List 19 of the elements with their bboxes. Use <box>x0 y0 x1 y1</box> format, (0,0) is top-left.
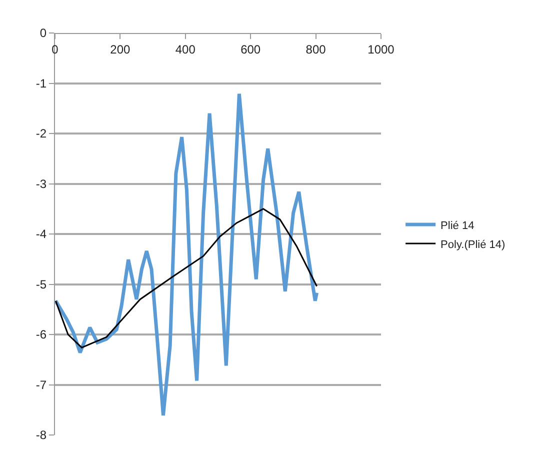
y-tick-label: -7 <box>36 378 47 392</box>
y-tick-label: -2 <box>36 126 47 141</box>
legend-label: Poly.(Plié 14) <box>440 238 506 251</box>
x-tick-label: 1000 <box>368 42 395 56</box>
line-series <box>55 208 318 348</box>
x-tick-label: 0 <box>52 42 59 56</box>
x-tick-label: 400 <box>175 42 196 56</box>
line-series <box>55 92 319 418</box>
legend-label: Plié 14 <box>440 220 474 232</box>
x-tick-label: 800 <box>306 42 326 56</box>
x-tick-label: 200 <box>110 42 131 56</box>
y-tick-label: -5 <box>36 277 47 292</box>
y-tick-label: -1 <box>36 76 47 90</box>
y-tick-label: -6 <box>36 328 47 342</box>
y-tick-label: -3 <box>36 176 47 191</box>
y-tick-label: -4 <box>36 227 47 242</box>
y-tick-label: 0 <box>40 26 47 40</box>
y-tick-label: -8 <box>36 428 47 442</box>
x-tick-label: 600 <box>240 42 261 56</box>
